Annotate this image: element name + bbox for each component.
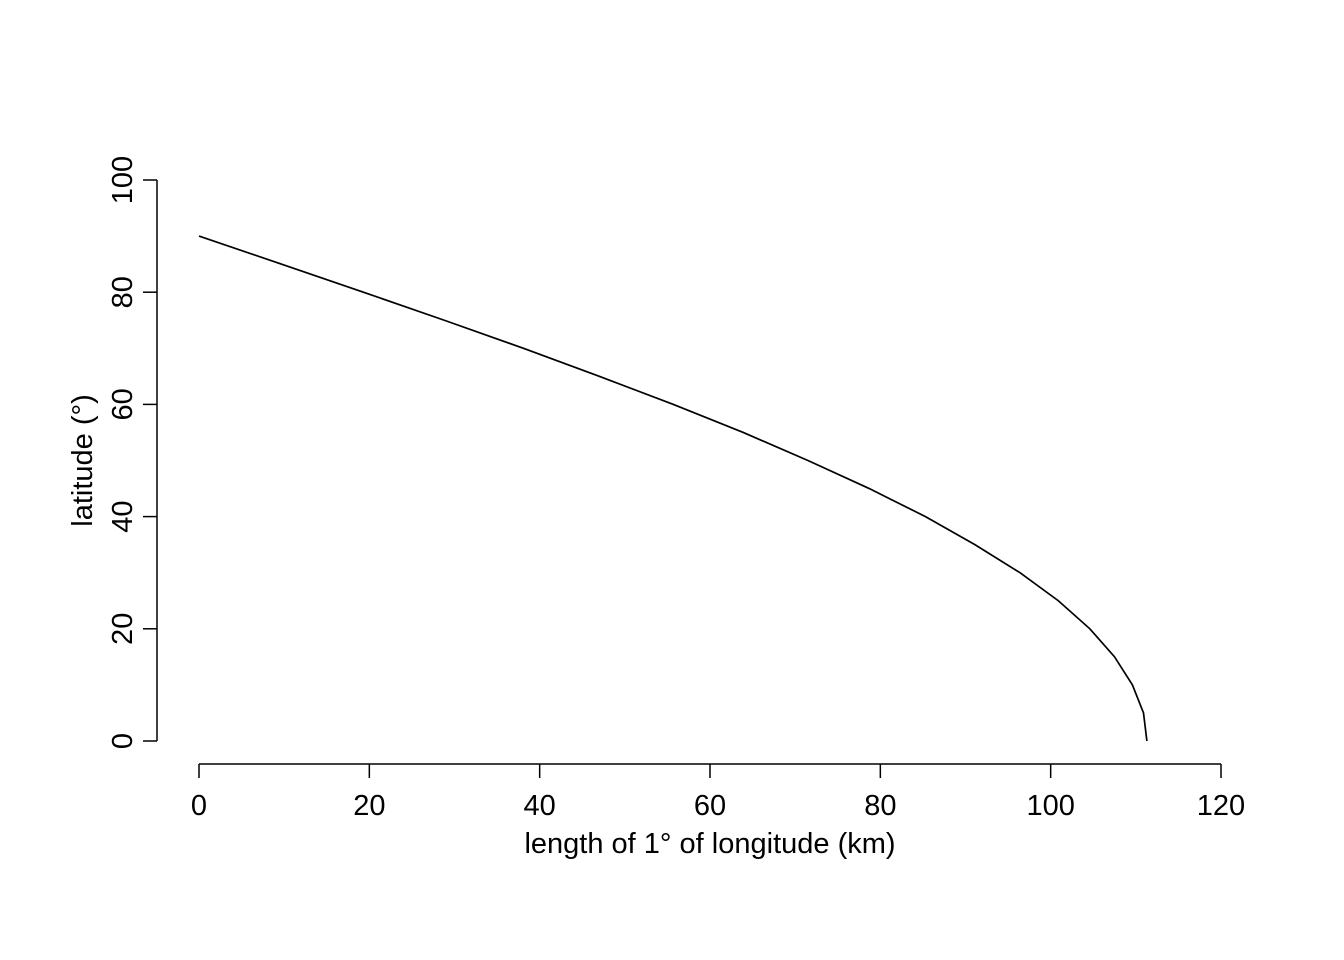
x-axis-ticks: 0 20 40 60 80 100 120 [191,764,1245,822]
y-tick-label: 20 [107,613,139,645]
x-tick-label: 20 [353,790,385,822]
x-tick-label: 120 [1197,790,1245,822]
x-tick-label: 60 [694,790,726,822]
y-tick-label: 80 [107,276,139,308]
y-tick-label: 60 [107,388,139,420]
x-axis-title: length of 1° of longitude (km) [524,828,895,860]
x-tick-label: 40 [524,790,556,822]
y-tick-label: 100 [107,156,139,204]
x-tick-label: 100 [1026,790,1074,822]
x-axis: 0 20 40 60 80 100 120 length of 1° of longitud… [191,763,1245,860]
y-axis-title: latitude (°) [67,394,99,526]
series-line [198,235,1148,742]
x-tick-label: 0 [191,790,207,822]
y-axis-ticks: 0 20 40 60 80 100 [107,156,157,749]
plot-area [198,235,1148,742]
y-axis: 0 20 40 60 80 100 latitude (°) [67,156,158,749]
y-tick-label: 0 [107,733,139,749]
x-tick-label: 80 [864,790,896,822]
y-tick-label: 40 [107,500,139,532]
